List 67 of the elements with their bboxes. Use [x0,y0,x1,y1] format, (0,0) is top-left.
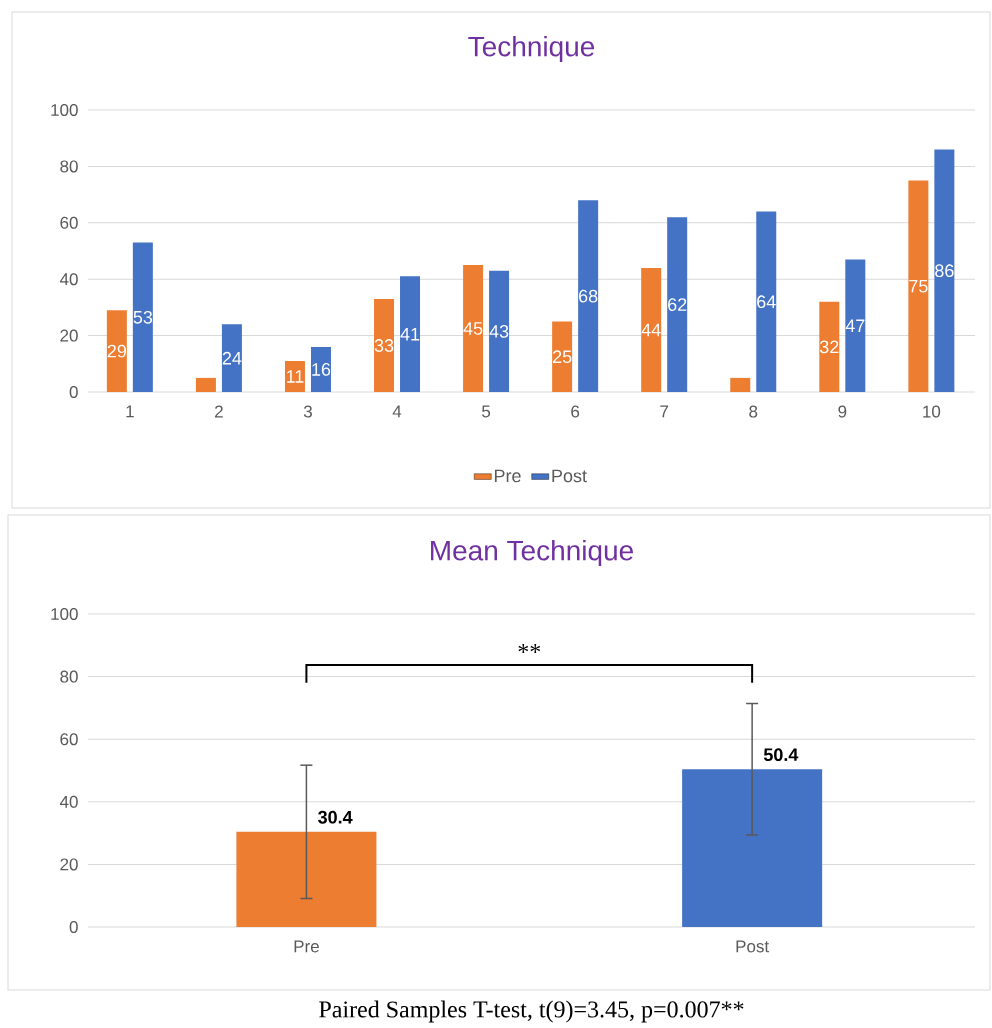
bar [552,321,573,392]
data-label: 32 [819,340,839,354]
x-tick-label: 8 [749,405,758,418]
data-label: 30.4 [318,810,353,824]
data-label: 11 [286,370,304,383]
x-tick-label: 1 [126,405,134,418]
x-tick-label: 7 [660,405,669,418]
y-tick-label: 40 [59,273,78,286]
bar [819,301,840,392]
data-label: 45 [463,322,483,335]
x-tick-label: 4 [392,405,402,418]
chart-title: Mean Technique [431,539,633,567]
x-tick-label: 10 [923,405,941,418]
bar [374,298,395,392]
data-label: 75 [909,279,928,293]
data-label: 68 [579,289,598,303]
bar [756,211,777,392]
x-tick-label: 6 [571,405,580,418]
data-label: 53 [133,310,153,324]
text: Paired Samples T-test, t(9)=3.45, p=0.007** [319,1000,744,1023]
bar [106,310,127,392]
x-tick-label: 5 [482,405,491,418]
y-tick-label: 80 [60,160,78,173]
bar [908,180,929,392]
y-tick-label: 40 [59,795,78,808]
bar [730,377,751,392]
y-tick-label: 100 [51,607,78,621]
data-label: 50.4 [763,748,799,762]
data-label: 62 [668,298,687,311]
data-label: 64 [757,295,776,309]
y-tick-label: 0 [69,920,78,934]
chart-title: Technique [468,35,595,63]
bar [934,149,955,392]
data-label: 25 [553,350,572,364]
bar [400,276,421,392]
y-tick-label: 0 [69,385,78,399]
bar [463,265,484,392]
bar [667,217,688,392]
y-tick-label: 60 [60,733,78,746]
x-tick-label: 3 [303,405,312,418]
data-label: 41 [400,327,420,341]
bar [310,346,331,392]
y-tick-label: 20 [60,329,78,342]
data-label: 47 [845,319,865,332]
bar [641,267,662,392]
y-tick-label: 80 [60,670,78,683]
data-label: 44 [641,323,661,337]
x-tick-label: 9 [838,405,847,418]
y-tick-label: 100 [51,103,78,117]
bar [132,242,153,392]
data-label: 33 [374,339,394,352]
bar [845,259,866,392]
bar [578,200,599,392]
y-tick-label: 20 [60,858,78,871]
bar [221,324,242,392]
bar [489,270,510,392]
data-label: 86 [935,264,954,278]
bar [195,377,216,392]
annotation: ** [518,644,541,653]
data-label: 16 [312,363,331,376]
data-label: 43 [489,324,509,338]
legend-label: Post [552,469,587,483]
y-tick-label: 60 [60,216,78,229]
x-tick-label: 2 [215,405,223,418]
legend-label: Pre [494,469,521,483]
data-label: 29 [107,344,127,358]
data-label: 24 [222,351,242,365]
